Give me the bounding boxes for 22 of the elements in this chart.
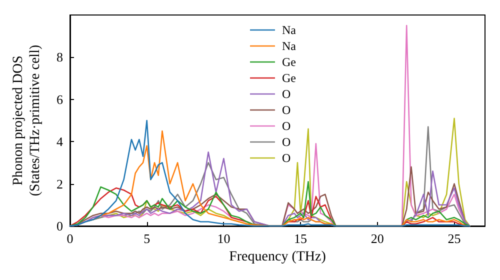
legend-label: Ge [282,71,296,85]
x-tick-label: 0 [66,231,74,246]
legend-label: O [282,119,291,133]
legend-label: O [282,135,291,149]
y-tick-label: 6 [56,92,64,107]
legend-label: O [282,151,291,165]
x-tick-label: 20 [370,231,384,246]
legend-label: Ge [282,55,296,69]
legend-label: Na [282,39,297,53]
y-tick-label: 2 [56,176,63,192]
y-tick-label: 4 [56,134,64,150]
x-tick-label: 5 [144,231,150,246]
y-tick-label: 0 [56,218,63,234]
y-axis-title: Phonon projected DOS (States/THz·primitive cell) [11,44,43,196]
x-tick-label: 15 [294,231,308,246]
legend-label: Na [282,23,297,37]
x-axis-title: Frequency (THz) [229,250,326,264]
x-tick-label: 10 [217,231,230,246]
x-tick-label: 25 [448,231,461,246]
y-tick-label: 8 [56,50,63,65]
legend-label: O [282,103,291,117]
legend-label: O [282,87,291,101]
